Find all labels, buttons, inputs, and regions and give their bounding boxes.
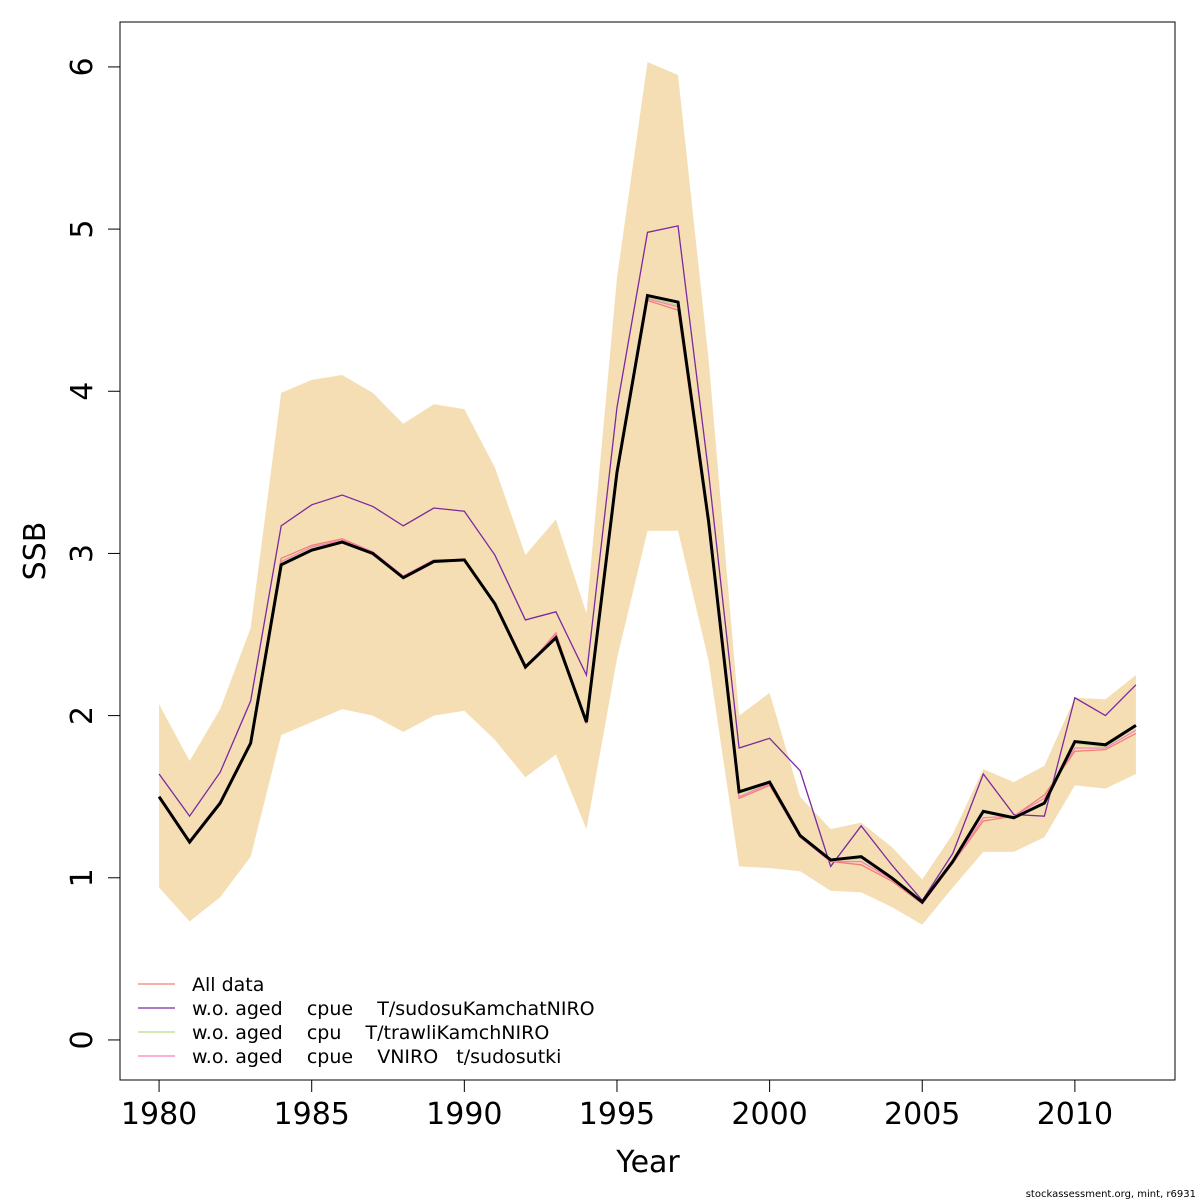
legend-label: w.o. aged cpue T/sudosuKamchatNIRO: [192, 998, 595, 1020]
x-tick-label: 2000: [731, 1097, 807, 1132]
legend-label: All data: [192, 974, 264, 996]
footer: stockassessment.org, mint, r6931: [1026, 1189, 1196, 1200]
x-tick-label: 2010: [1037, 1097, 1113, 1132]
plot-frame: [119, 21, 1176, 1081]
y-tick-label: 0: [65, 1030, 100, 1049]
y-tick-label: 4: [65, 382, 100, 401]
x-tick-label: 1995: [579, 1097, 655, 1132]
x-axis-label: Year: [615, 1145, 680, 1180]
y-tick-label: 5: [65, 220, 100, 239]
estimate-line: [157, 293, 1137, 905]
y-tick-label: 6: [65, 57, 100, 76]
x-tick-label: 1990: [426, 1097, 502, 1132]
x-tick-label: 2005: [884, 1097, 960, 1132]
y-tick-label: 1: [65, 868, 100, 887]
series-line: [158, 225, 1137, 902]
y-tick-label: 2: [65, 706, 100, 725]
y-axis-label: SSB: [18, 522, 53, 581]
x-tick-label: 1985: [274, 1097, 350, 1132]
x-tick-label: 1980: [121, 1097, 197, 1132]
confidence-band: [159, 62, 1136, 925]
y-tick-label: 3: [65, 544, 100, 563]
legend-label: w.o. aged cpu T/trawliKamchNIRO: [192, 1022, 549, 1044]
legend-label: w.o. aged cpue VNIRO t/sudosutki: [192, 1046, 561, 1068]
